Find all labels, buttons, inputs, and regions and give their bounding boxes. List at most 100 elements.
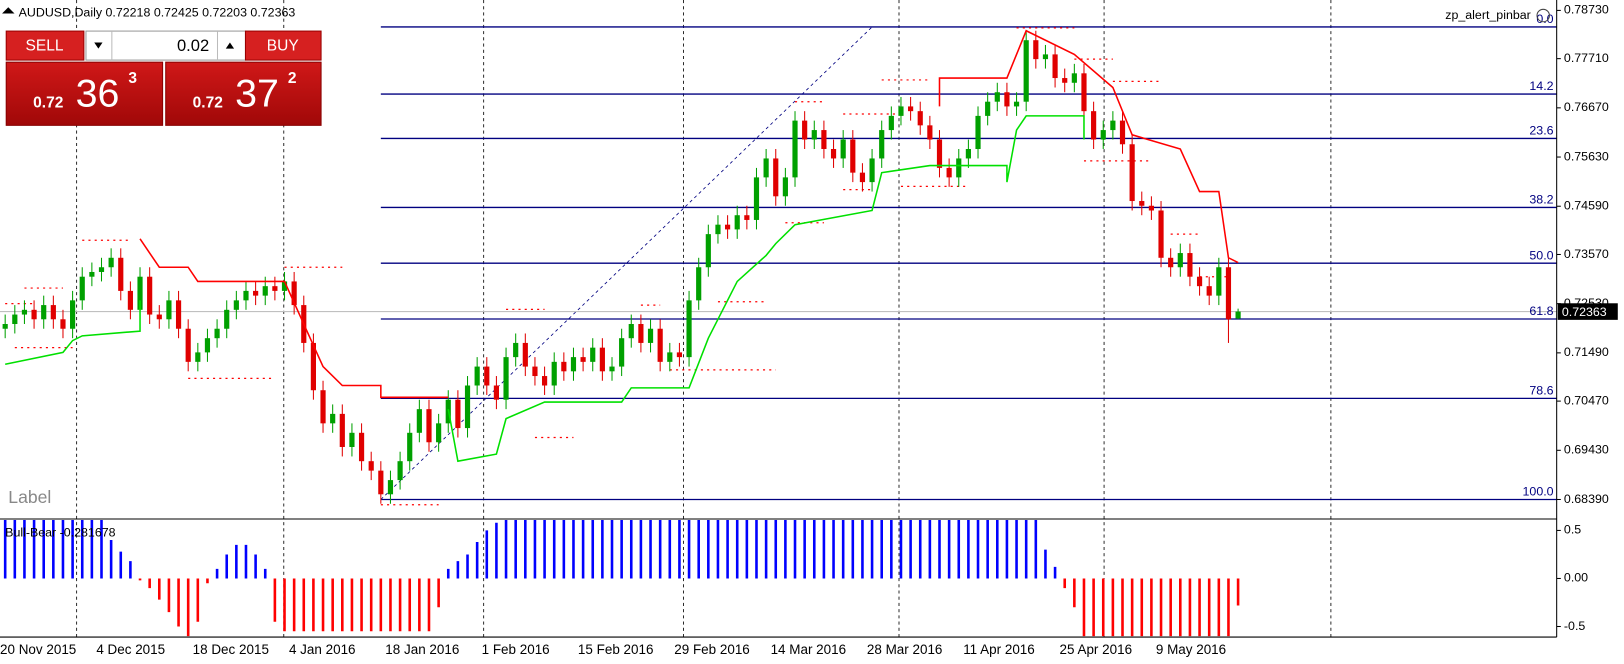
candle-body (262, 286, 268, 296)
candle-body (551, 361, 557, 386)
fib-label: 14.2 (1529, 79, 1553, 93)
indicator-line (139, 29, 1239, 399)
candle-body (667, 352, 673, 362)
candle-body (705, 234, 711, 268)
fib-label: 100.0 (1523, 485, 1554, 499)
candle-body (965, 148, 971, 159)
candle-body (118, 257, 124, 291)
candle-body (1033, 40, 1039, 60)
overlay: AUDUSD,Daily 0.72218 0.72425 0.72203 0.7… (2, 6, 1550, 540)
candle-body (696, 267, 702, 301)
candle-body (50, 305, 56, 320)
candle-body (224, 309, 230, 329)
y-tick-label: 0.75630 (1564, 149, 1609, 163)
candle-body (1100, 130, 1106, 140)
candle-body (619, 338, 625, 367)
candle-body (1139, 201, 1145, 206)
candle-body (243, 290, 249, 301)
lot-down[interactable] (94, 42, 103, 49)
candle-body (320, 390, 326, 424)
candle-body (763, 158, 769, 178)
sell-button[interactable] (5, 30, 85, 61)
candle-body (407, 432, 413, 462)
candle-body (416, 409, 422, 433)
buy-button[interactable] (244, 30, 322, 61)
candle-body (358, 432, 365, 462)
fib-trendline (380, 26, 873, 500)
candle-body (840, 139, 846, 159)
candle-body (753, 177, 760, 220)
candle-body (464, 385, 471, 429)
x-tick-label: 15 Feb 2016 (578, 642, 654, 657)
candle-body (869, 158, 875, 183)
candle-body (70, 300, 76, 329)
y-tick-label: 0.78730 (1564, 3, 1609, 17)
candle-body (1119, 120, 1126, 145)
candle-body (175, 300, 182, 329)
candle-body (503, 357, 509, 400)
candle-body (108, 257, 114, 268)
candle-body (1168, 257, 1174, 268)
y-tick-label: 0.74590 (1564, 199, 1609, 213)
x-tick-label: 25 Apr 2016 (1060, 642, 1133, 657)
y-tick-label: 0.76670 (1564, 100, 1609, 114)
candle-body (31, 309, 37, 320)
candle-body (908, 106, 914, 112)
candle-body (233, 300, 239, 310)
candle-body (1196, 276, 1203, 287)
candle-body (850, 139, 856, 173)
candle-body (522, 342, 528, 367)
x-tick-label: 20 Nov 2015 (0, 642, 76, 657)
candle-body (1062, 78, 1068, 83)
candle-body (137, 276, 143, 310)
bid-box[interactable] (5, 61, 164, 126)
candle-body (802, 120, 808, 140)
candle-body (879, 130, 885, 159)
candle-body (734, 215, 740, 230)
candle-body (272, 286, 278, 291)
candle-body (859, 172, 866, 183)
sell-label: SELL (26, 38, 64, 55)
candle-body (98, 267, 105, 272)
fib-label: 38.2 (1529, 192, 1553, 206)
y-tick-label: 0.73570 (1564, 247, 1609, 261)
label-text: Label (8, 487, 51, 507)
candle-body (917, 111, 923, 126)
ask-box[interactable] (165, 61, 322, 126)
candle-body (590, 347, 596, 362)
candle-body (339, 413, 345, 447)
ask-small: 2 (288, 70, 297, 87)
symbol-icon (2, 7, 15, 14)
price-tag (1557, 303, 1618, 320)
header-open: 0.72218 (106, 6, 151, 20)
x-tick-label: 1 Feb 2016 (482, 642, 550, 657)
candle-body (1206, 286, 1212, 296)
candle-body (975, 115, 981, 149)
candle-body (1187, 253, 1193, 277)
candle-body (1052, 54, 1058, 79)
x-tick-label: 4 Dec 2015 (96, 642, 165, 657)
candle-body (715, 224, 721, 235)
candle-body (1110, 120, 1116, 131)
candle-body (541, 376, 548, 386)
candle-body (436, 423, 442, 443)
candle-body (281, 281, 288, 291)
indicator-value: -0.281678 (60, 526, 116, 540)
candle-body (147, 276, 153, 315)
candle-body (291, 281, 297, 306)
candle-body (532, 366, 538, 377)
candle-body (1071, 73, 1077, 83)
candle-body (185, 328, 191, 362)
lot-value: 0.02 (177, 36, 209, 55)
candle-body (830, 148, 837, 159)
y-tick-label: 0.77710 (1564, 51, 1609, 65)
candle-body (513, 342, 519, 358)
candle-body (792, 120, 798, 178)
lot-field[interactable] (85, 30, 246, 61)
candle-body (946, 167, 952, 178)
candle-body (1129, 144, 1135, 202)
candle-body (60, 319, 66, 329)
price-tag-label: 0.72363 (1562, 305, 1607, 319)
lot-up[interactable] (225, 42, 235, 49)
